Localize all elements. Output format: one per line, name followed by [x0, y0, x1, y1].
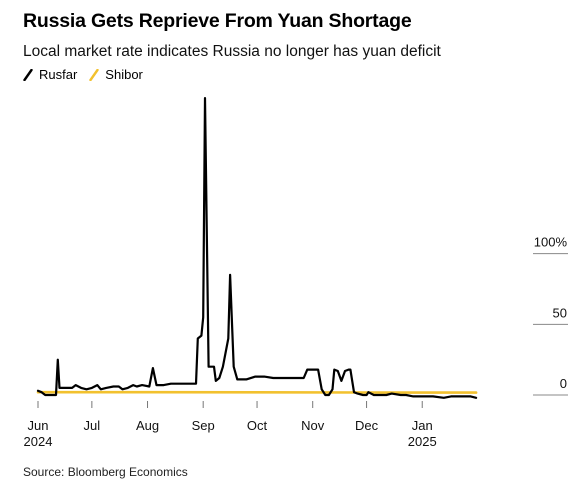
- legend-label-rusfar: Rusfar: [39, 67, 78, 82]
- legend-label-shibor: Shibor: [105, 67, 143, 82]
- legend-swatch-rusfar-icon: [23, 68, 33, 81]
- y-tick-label: 100%: [534, 235, 568, 250]
- legend: Rusfar Shibor: [23, 67, 155, 82]
- y-tick-label: 50: [553, 305, 567, 320]
- legend-item-rusfar: Rusfar: [23, 67, 77, 82]
- x-tick-label: Jun: [28, 418, 49, 433]
- x-tick-label: Jul: [84, 418, 101, 433]
- y-tick-label: 0: [560, 376, 567, 391]
- x-tick-label: Sep: [192, 418, 215, 433]
- chart-title: Russia Gets Reprieve From Yuan Shortage: [23, 10, 412, 32]
- x-tick-label: Dec: [355, 418, 379, 433]
- x-tick-label: Jan: [412, 418, 433, 433]
- chart-subtitle: Local market rate indicates Russia no lo…: [23, 43, 441, 60]
- x-tick-year-label: 2025: [408, 434, 437, 449]
- legend-swatch-shibor-icon: [89, 68, 99, 81]
- x-tick-label: Nov: [301, 418, 325, 433]
- x-tick-label: Aug: [136, 418, 159, 433]
- source-note: Source: Bloomberg Economics: [23, 465, 188, 479]
- series-line-rusfar: [36, 97, 478, 399]
- x-tick-label: Oct: [247, 418, 268, 433]
- legend-item-shibor: Shibor: [89, 67, 143, 82]
- series-group: [36, 97, 478, 399]
- y-axis: 0 50 100%: [533, 235, 568, 396]
- x-tick-year-label: 2024: [24, 434, 53, 449]
